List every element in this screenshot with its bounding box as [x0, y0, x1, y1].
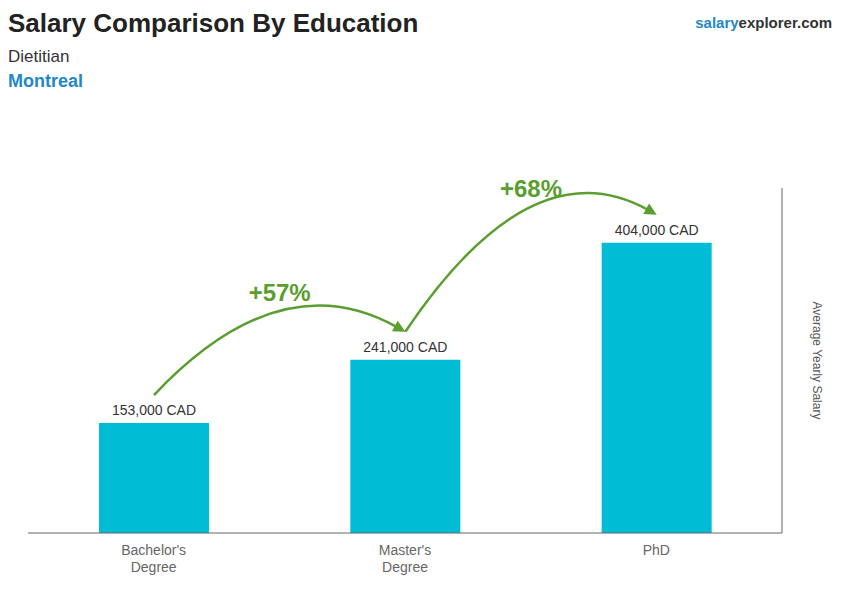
- svg-text:PhD: PhD: [643, 542, 670, 558]
- svg-text:Master'sDegree: Master'sDegree: [379, 542, 431, 575]
- svg-text:404,000 CAD: 404,000 CAD: [615, 222, 699, 238]
- svg-text:Average Yearly Salary: Average Yearly Salary: [810, 302, 824, 420]
- svg-text:Bachelor'sDegree: Bachelor'sDegree: [121, 542, 186, 575]
- html-text:Dietitian: Dietitian: [8, 47, 70, 66]
- svg-text:153,000 CAD: 153,000 CAD: [112, 402, 196, 418]
- svg-text:+57%: +57%: [249, 279, 311, 306]
- html-text:salary explorer.com: salary explorer.com: [695, 14, 832, 31]
- svg-text:241,000 CAD: 241,000 CAD: [363, 339, 447, 355]
- html-text:Montreal: Montreal: [8, 71, 83, 91]
- html-text:Salary Comparison By Education: Salary Comparison By Education: [8, 8, 419, 38]
- svg-text:+68%: +68%: [500, 175, 562, 202]
